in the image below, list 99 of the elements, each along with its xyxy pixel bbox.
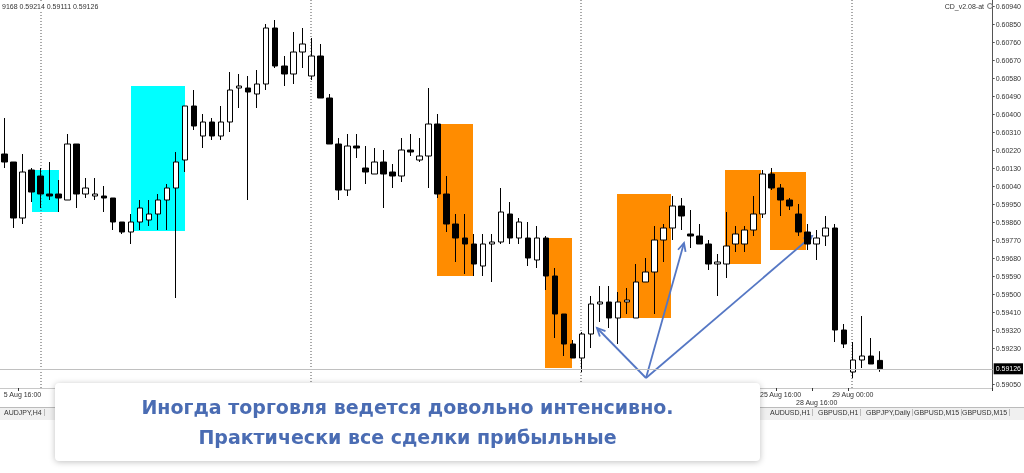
- candlestick: [326, 93, 333, 145]
- candlestick: [696, 223, 703, 245]
- candlestick: [516, 217, 522, 245]
- candlestick: [155, 193, 161, 231]
- candlestick: [55, 179, 62, 213]
- candlestick: [777, 183, 784, 217]
- candlestick: [534, 225, 540, 269]
- candlestick: [263, 23, 269, 91]
- candlestick: [101, 185, 107, 213]
- candlestick: [73, 143, 80, 209]
- candlestick: [137, 199, 143, 231]
- candlestick: [606, 285, 612, 329]
- candlestick: [850, 341, 856, 379]
- candlestick: [597, 285, 603, 323]
- candlestick: [678, 197, 685, 231]
- candlestick: [714, 253, 721, 297]
- candlestick: [822, 215, 829, 247]
- candlestick: [64, 133, 71, 201]
- candlestick: [200, 113, 206, 149]
- candlestick: [732, 225, 739, 253]
- candlestick: [804, 223, 811, 251]
- candlestick: [128, 213, 134, 245]
- candlestick: [480, 233, 486, 277]
- candlestick: [82, 177, 89, 199]
- candlestick: [507, 201, 513, 245]
- candlestick: [741, 225, 748, 253]
- caption-box: Иногда торговля ведется довольно интенсивно. Практически все сделки прибыльные: [55, 383, 760, 461]
- candlestick: [110, 197, 116, 231]
- candlestick: [443, 175, 450, 233]
- candlestick: [489, 233, 495, 283]
- candlestick: [841, 323, 847, 349]
- candlestick: [308, 37, 315, 81]
- candlestick: [37, 167, 44, 209]
- candlestick: [353, 133, 360, 159]
- candlestick: [552, 267, 558, 339]
- candlestick: [705, 239, 712, 271]
- candlestick: [416, 137, 423, 163]
- candlestick: [859, 315, 865, 369]
- candlestick: [633, 263, 639, 319]
- candlestick: [462, 213, 468, 275]
- candlestick: [19, 153, 26, 225]
- candlestick: [1, 117, 8, 169]
- candlestick: [335, 137, 342, 201]
- candlestick: [191, 89, 197, 131]
- candlestick: [164, 183, 170, 231]
- candlestick: [371, 147, 378, 175]
- candlestick: [299, 27, 306, 69]
- candlestick: [119, 221, 125, 235]
- candlestick: [669, 195, 676, 241]
- candlestick: [832, 223, 838, 343]
- candlestick: [525, 221, 531, 267]
- candlestick: [768, 167, 775, 191]
- candlestick: [380, 149, 387, 209]
- candlestick: [317, 43, 324, 99]
- candlestick: [10, 161, 17, 229]
- candlestick: [642, 257, 649, 283]
- candlestick: [425, 87, 432, 189]
- candlestick: [218, 105, 224, 141]
- candlestick: [254, 69, 260, 109]
- candlestick: [227, 71, 233, 133]
- candlestick: [398, 137, 405, 183]
- candlestick: [28, 167, 35, 203]
- candlestick: [588, 295, 594, 349]
- candlestick: [471, 233, 477, 277]
- candlestick: [498, 187, 504, 245]
- candlestick: [687, 209, 694, 249]
- candlestick: [46, 161, 53, 201]
- candlestick: [92, 177, 98, 201]
- candlestick: [209, 117, 215, 141]
- candlestick: [344, 133, 351, 197]
- candlestick: [868, 337, 874, 365]
- candlestick: [236, 73, 242, 109]
- candlestick: [624, 287, 630, 315]
- candlestick: [245, 75, 251, 201]
- candlestick: [173, 151, 179, 299]
- candlestick: [877, 350, 883, 373]
- candlestick: [723, 211, 730, 279]
- candlestick: [813, 229, 820, 261]
- candlestick: [290, 31, 297, 85]
- candlestick: [146, 199, 152, 227]
- candlestick: [570, 339, 576, 359]
- candlestick: [272, 19, 278, 69]
- candlestick: [759, 169, 766, 219]
- candlestick: [434, 113, 441, 199]
- candlestick: [362, 145, 369, 185]
- candlestick: [389, 163, 396, 189]
- candlestick: [561, 313, 567, 357]
- candlestick: [651, 225, 658, 315]
- candlestick: [281, 55, 288, 87]
- candlestick: [579, 331, 585, 373]
- candlestick: [452, 213, 459, 263]
- candlestick: [786, 197, 793, 211]
- candlestick: [543, 235, 549, 291]
- candlestick: [750, 195, 757, 237]
- candlestick: [660, 223, 667, 263]
- candlestick: [795, 203, 802, 237]
- candlestick: [615, 291, 621, 345]
- candlestick: [407, 133, 414, 157]
- candlestick: [182, 105, 188, 173]
